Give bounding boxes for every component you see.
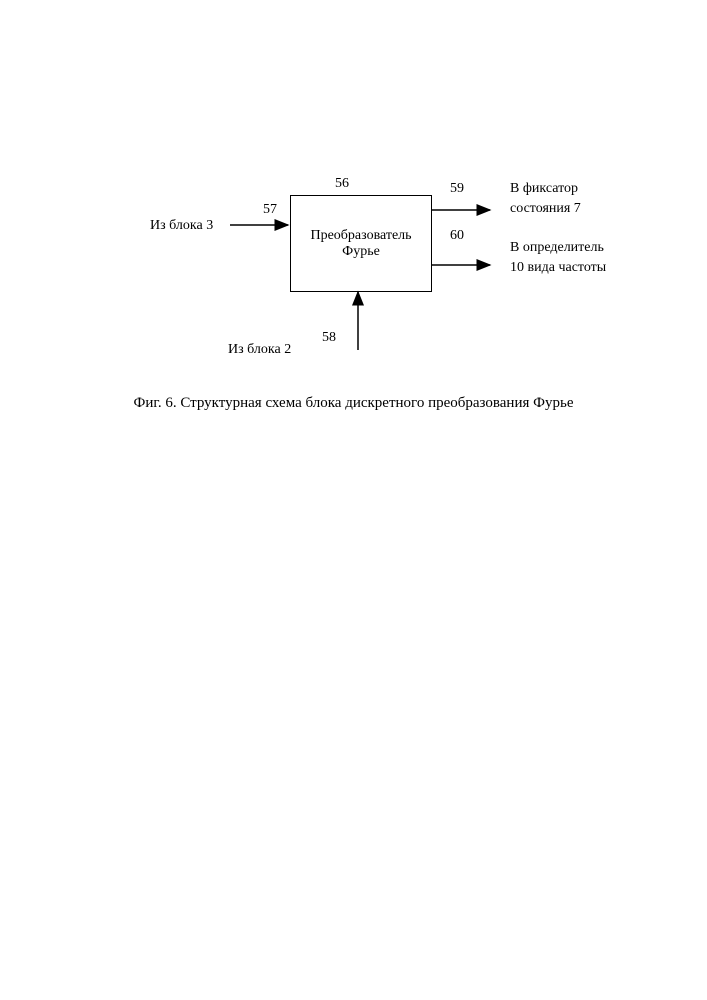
label-output-detector-line1: В определитель — [510, 240, 604, 256]
figure-caption: Фиг. 6. Структурная схема блока дискретн… — [0, 395, 707, 412]
diagram-container: Преобразователь Фурье 56 57 Из блока 3 5… — [0, 170, 707, 420]
arrow-output-60 — [0, 170, 707, 420]
label-output-detector-line2: 10 вида частоты — [510, 260, 606, 276]
num-60: 60 — [450, 228, 464, 244]
